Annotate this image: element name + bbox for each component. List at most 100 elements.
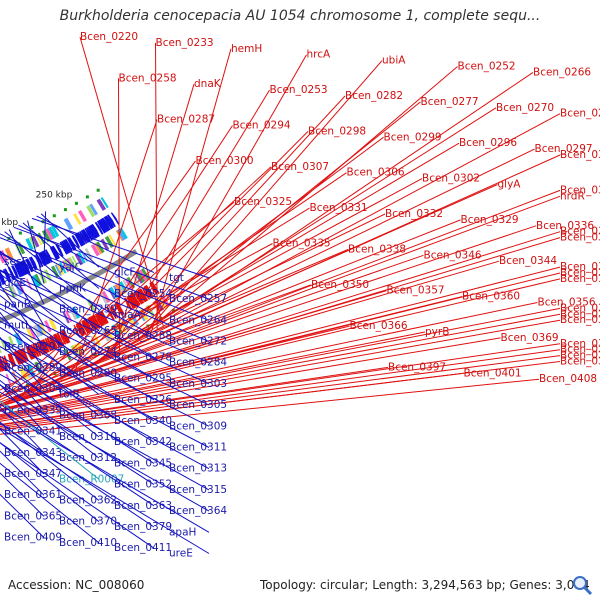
gene-label[interactable]: hemH [231, 43, 262, 55]
feature-block[interactable] [0, 341, 2, 354]
feature-block[interactable] [119, 281, 128, 293]
feature-block[interactable] [73, 213, 82, 225]
gene-label[interactable]: Bcen_0296 [459, 137, 517, 149]
feature-block[interactable] [56, 332, 65, 346]
feature-block[interactable] [0, 272, 4, 286]
gene-label[interactable]: Bcen_0302 [422, 173, 480, 185]
feature-block[interactable] [35, 233, 43, 246]
feature-block[interactable] [115, 301, 125, 316]
gene-label[interactable]: Bcen_0379 [114, 521, 172, 533]
feature-block[interactable] [94, 221, 104, 235]
feature-block[interactable] [14, 263, 23, 278]
feature-block[interactable] [74, 253, 84, 266]
feature-block[interactable] [0, 339, 8, 352]
gene-label[interactable]: Bcen_0301 [560, 149, 600, 161]
gene-label[interactable]: Bcen_0380 [560, 350, 600, 362]
feature-block[interactable] [78, 231, 88, 245]
feature-block[interactable] [44, 320, 52, 333]
feature-block[interactable] [55, 243, 64, 258]
gene-label[interactable]: Bcen_0371 [560, 344, 600, 356]
gene-label[interactable]: Bcen_0297 [535, 143, 593, 155]
gene-label[interactable]: Bcen_0376 [560, 338, 600, 350]
gene-label[interactable]: Bcen_0258 [119, 72, 177, 84]
feature-block[interactable] [101, 329, 111, 342]
gene-label[interactable]: Bcen_0370 [59, 516, 117, 528]
gene-label[interactable]: Bcen_0369 [501, 332, 559, 344]
gene-label[interactable]: Bcen_0309 [169, 420, 227, 432]
feature-block[interactable] [48, 336, 57, 350]
gene-label[interactable]: Bcen_0365 [4, 510, 62, 522]
feature-block[interactable] [114, 283, 123, 296]
feature-block[interactable] [62, 259, 72, 272]
feature-block[interactable] [44, 338, 52, 352]
gene-label[interactable]: Bcen_0305 [169, 399, 227, 411]
gene-label[interactable]: Bcen_0337 [560, 226, 600, 238]
feature-block[interactable] [85, 226, 95, 241]
feature-block[interactable] [88, 224, 99, 239]
feature-block[interactable] [100, 310, 109, 324]
gene-label[interactable]: Bcen_0315 [169, 484, 227, 496]
gene-label[interactable]: Bcen_0220 [80, 31, 138, 43]
gene-label[interactable]: Bcen_0282 [345, 90, 403, 102]
feature-block[interactable] [97, 219, 108, 234]
feature-block[interactable] [104, 215, 115, 229]
gene-label[interactable]: Bcen_0334 [560, 232, 600, 244]
gene-label[interactable]: glyA [498, 179, 522, 191]
gene-label[interactable]: nrdR [560, 190, 585, 202]
feature-block[interactable] [52, 334, 61, 348]
gene-label[interactable]: Bcen_0272 [169, 336, 227, 348]
gene-label[interactable]: ureE [169, 548, 193, 560]
feature-block[interactable] [42, 338, 50, 353]
feature-block[interactable] [90, 223, 100, 238]
gene-label[interactable]: Bcen_0290 [59, 367, 117, 379]
feature-block[interactable] [130, 292, 141, 307]
gene-label[interactable]: Bcen_0284 [169, 357, 227, 369]
gene-label[interactable]: Bcen_0279 [560, 108, 600, 120]
gene-label[interactable]: Bcen_0350 [311, 279, 369, 291]
feature-block[interactable] [96, 198, 107, 211]
gene-label[interactable]: Bcen_0349 [560, 261, 600, 273]
gene-label[interactable]: yajC [59, 261, 82, 273]
gene-label[interactable]: Bcen_0356 [538, 297, 596, 309]
feature-block[interactable] [14, 282, 23, 296]
gene-label[interactable]: Bcen_0264 [169, 314, 227, 326]
feature-block[interactable] [0, 272, 2, 287]
feature-block[interactable] [25, 278, 33, 290]
gene-label[interactable]: Bcen_0368 [560, 308, 600, 320]
gene-label[interactable]: Bcen_0341 [4, 426, 62, 438]
feature-block[interactable] [134, 291, 143, 305]
feature-block[interactable] [60, 240, 70, 255]
gene-label[interactable]: pyrB [425, 326, 449, 338]
feature-block[interactable] [84, 248, 93, 260]
feature-block[interactable] [76, 232, 86, 246]
feature-block[interactable] [150, 281, 160, 295]
gene-label[interactable]: Bcen_0307 [271, 161, 329, 173]
feature-block[interactable] [108, 286, 118, 299]
gene-label[interactable]: Bcen_0299 [384, 131, 442, 143]
gene-label[interactable]: Bcen_0411 [114, 542, 172, 554]
gene-label[interactable]: Bcen_0364 [169, 505, 227, 517]
gene-label[interactable]: Bcen_0252 [458, 61, 516, 73]
gene-label[interactable]: Bcen_0300 [196, 155, 254, 167]
feature-block[interactable] [18, 261, 27, 276]
feature-block[interactable] [99, 292, 108, 305]
feature-block[interactable] [107, 288, 116, 300]
feature-block[interactable] [96, 220, 106, 234]
gene-label[interactable]: Bcen_0409 [4, 532, 62, 544]
gene-label[interactable]: Bcen_0397 [388, 361, 446, 373]
gene-label[interactable]: Bcen_0311 [169, 442, 227, 454]
feature-block[interactable] [112, 285, 121, 297]
feature-block[interactable] [28, 327, 37, 340]
feature-block[interactable] [54, 264, 62, 276]
feature-block[interactable] [30, 344, 38, 358]
feature-block[interactable] [95, 241, 105, 254]
feature-block[interactable] [86, 205, 96, 218]
gene-label[interactable]: Bcen_0347 [4, 468, 62, 480]
feature-block[interactable] [8, 335, 16, 349]
feature-block[interactable] [5, 373, 12, 386]
gene-label[interactable]: Bcen_0253 [270, 84, 328, 96]
zoom-magnifier-icon[interactable] [570, 574, 596, 596]
gene-label[interactable]: Bcen_0331 [310, 202, 368, 214]
feature-block[interactable] [59, 261, 67, 274]
gene-label[interactable]: Bcen_0361 [4, 489, 62, 501]
